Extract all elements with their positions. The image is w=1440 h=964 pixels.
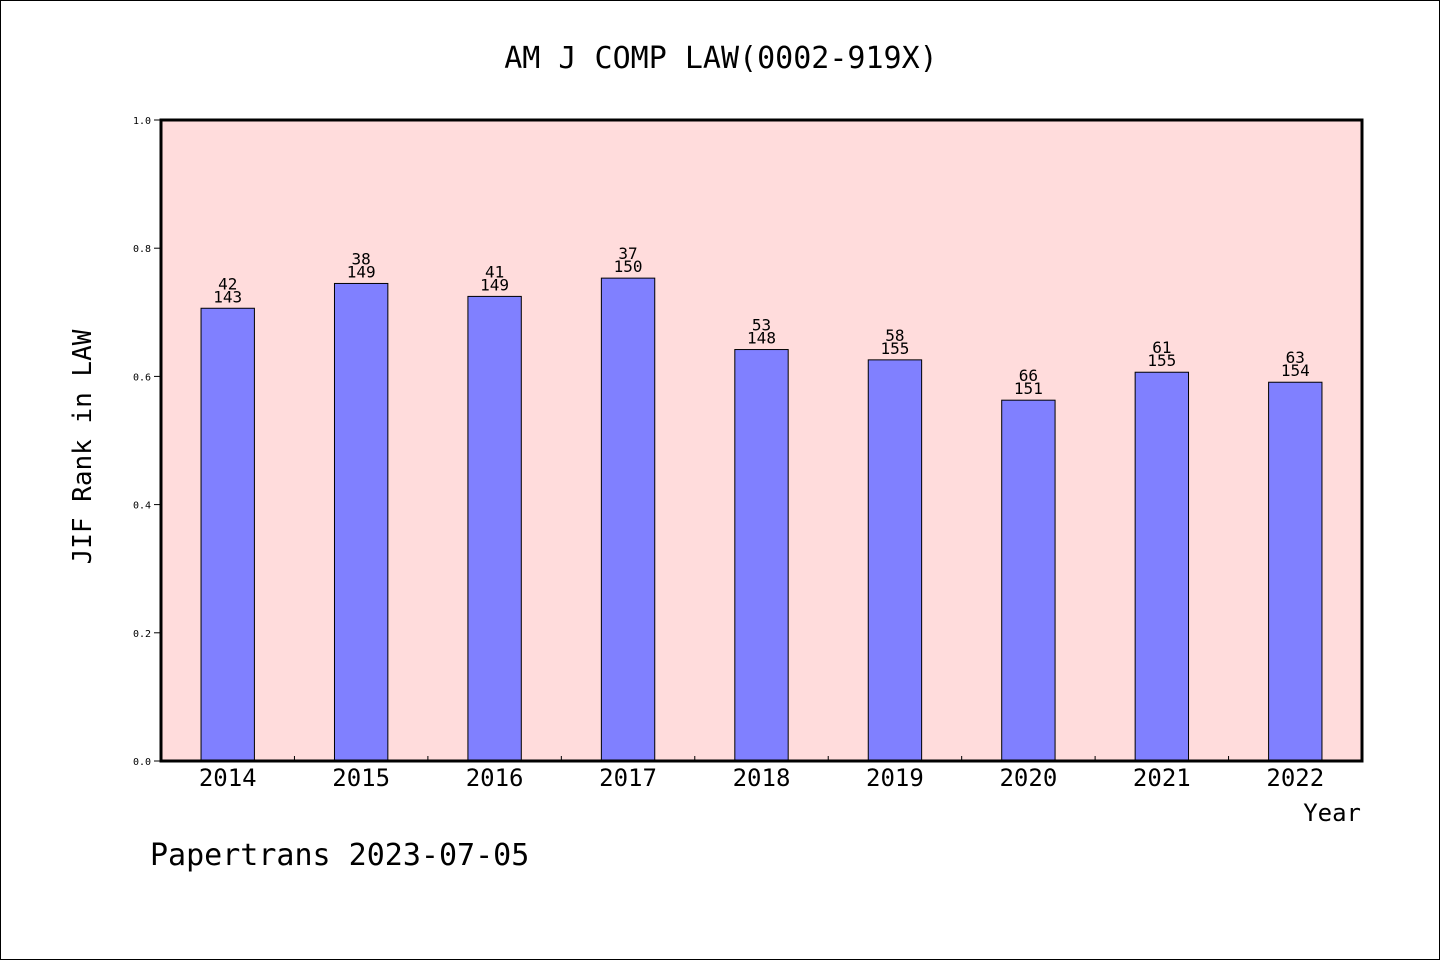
y-axis-label: JIF Rank in LAW bbox=[68, 329, 98, 564]
bar-2015 bbox=[333, 282, 389, 762]
footer-text: Papertrans 2023-07-05 bbox=[150, 838, 529, 873]
x-axis: 2014 2015 2016 2017 2018 2019 2020 2021 2022 bbox=[199, 756, 1324, 792]
total-label-2016: 149 bbox=[480, 275, 509, 294]
bars-group bbox=[200, 277, 1323, 762]
total-label-2018: 148 bbox=[747, 329, 776, 348]
rank-label-2016: 41 bbox=[485, 262, 504, 281]
y-tick-label: 0.2 bbox=[133, 629, 151, 640]
y-axis: 0.0 0.2 0.4 0.6 0.8 1.0 bbox=[133, 116, 161, 768]
rank-label-2015: 38 bbox=[352, 249, 371, 268]
rank-label-2019: 58 bbox=[885, 326, 904, 345]
total-label-2014: 143 bbox=[213, 287, 242, 306]
bar-2017 bbox=[600, 277, 656, 762]
x-tick-label-2016: 2016 bbox=[466, 764, 524, 792]
plot-border bbox=[159, 118, 1364, 763]
rank-label-2014: 42 bbox=[218, 274, 237, 293]
bar-2022 bbox=[1268, 381, 1323, 762]
bar-2014 bbox=[200, 307, 255, 762]
x-tick-label-2020: 2020 bbox=[999, 764, 1057, 792]
total-label-2020: 151 bbox=[1014, 379, 1043, 398]
total-label-2019: 155 bbox=[880, 339, 909, 358]
y-tick-label: 0.6 bbox=[133, 372, 151, 383]
total-label-2022: 154 bbox=[1281, 361, 1310, 380]
x-tick-label-2014: 2014 bbox=[199, 764, 257, 792]
total-label-2015: 149 bbox=[347, 262, 376, 281]
bar-2019 bbox=[867, 359, 923, 762]
chart-title: AM J COMP LAW(0002-919X) bbox=[504, 41, 937, 76]
x-tick-label-2018: 2018 bbox=[733, 764, 791, 792]
y-tick-label: 0.8 bbox=[133, 244, 151, 255]
bar-2016 bbox=[467, 295, 522, 762]
x-tick-label-2019: 2019 bbox=[866, 764, 924, 792]
x-tick-label-2017: 2017 bbox=[599, 764, 657, 792]
y-tick-label: 0.4 bbox=[133, 501, 151, 512]
x-tick-label-2015: 2015 bbox=[332, 764, 390, 792]
total-label-2021: 155 bbox=[1147, 351, 1176, 370]
rank-label-2018: 53 bbox=[752, 316, 771, 335]
rank-label-2022: 63 bbox=[1286, 348, 1305, 367]
bar-2020 bbox=[1001, 399, 1056, 762]
bar-2018 bbox=[734, 349, 789, 762]
y-tick-label: 1.0 bbox=[133, 116, 151, 127]
x-axis-label: Year bbox=[1303, 799, 1361, 827]
rank-label-2017: 37 bbox=[618, 244, 637, 263]
rank-label-2021: 61 bbox=[1152, 338, 1171, 357]
bar-2021 bbox=[1134, 371, 1190, 762]
x-tick-label-2022: 2022 bbox=[1266, 764, 1324, 792]
rank-label-2020: 66 bbox=[1019, 366, 1038, 385]
x-tick-label-2021: 2021 bbox=[1133, 764, 1191, 792]
total-label-2017: 150 bbox=[614, 257, 643, 276]
y-tick-label: 0.0 bbox=[133, 757, 151, 768]
